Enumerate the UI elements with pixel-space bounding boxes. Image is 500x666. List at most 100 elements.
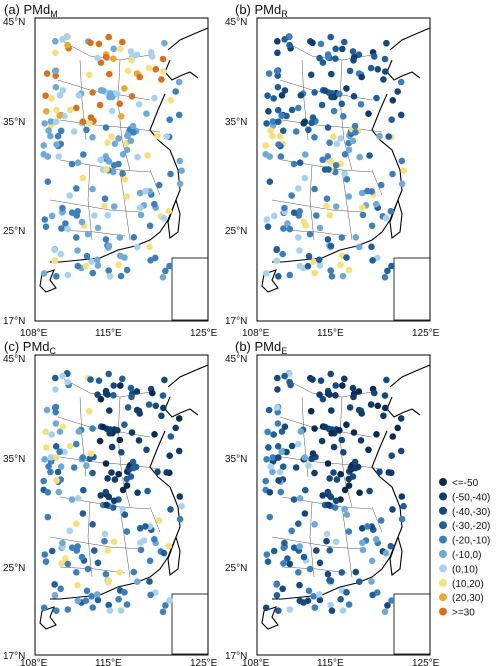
station-dot (365, 446, 372, 454)
station-dot (64, 378, 71, 386)
station-dot (42, 223, 50, 230)
station-dot (83, 587, 91, 595)
station-dot (385, 469, 393, 476)
station-dot (146, 578, 153, 585)
station-dot (388, 262, 395, 270)
station-dot (58, 225, 65, 232)
station-dot (315, 256, 323, 264)
station-dot (94, 54, 101, 62)
station-dot (316, 559, 324, 567)
station-dot (68, 544, 76, 551)
station-dot (89, 604, 97, 611)
station-dot (117, 45, 124, 53)
station-dot (343, 176, 351, 183)
station-dot (68, 209, 76, 216)
station-dot (94, 224, 102, 232)
station-dot (327, 158, 335, 165)
stations-c (40, 369, 185, 616)
station-dot (176, 157, 184, 165)
station-dot (73, 104, 80, 112)
legend-label: (-20,-10) (452, 536, 490, 547)
station-dot (155, 517, 163, 524)
stations-a (40, 33, 185, 281)
station-dot (309, 376, 316, 383)
station-dot (371, 389, 378, 397)
station-dot (279, 250, 287, 258)
station-dot (127, 384, 135, 392)
station-dot (326, 212, 334, 219)
station-dot (381, 274, 389, 281)
station-dot (367, 64, 375, 72)
station-dot (319, 492, 327, 499)
station-dot (323, 195, 331, 202)
station-dot (105, 601, 112, 609)
station-dot (43, 406, 51, 414)
station-dot (48, 431, 55, 438)
station-dot (59, 372, 66, 380)
station-dot (129, 122, 137, 130)
station-dot (79, 454, 87, 461)
station-dot (152, 402, 160, 410)
xtick-b-115: 115°E (317, 328, 344, 339)
station-dot (290, 160, 298, 168)
station-dot (94, 596, 102, 604)
panel-d: (b) PMdE 45°N 35°N 25°N 17°N 108°E 115°E… (225, 339, 440, 666)
station-dot (343, 421, 350, 429)
station-dot (368, 222, 376, 230)
station-dot (373, 431, 380, 438)
panel-c: (c) PMdC 45°N 35°N 25°N 17°N 108°E 115°E… (3, 339, 218, 666)
station-dot (345, 266, 353, 274)
panel-b-title: (b) PMdR (235, 2, 288, 19)
station-dot (371, 53, 378, 60)
station-dot (161, 376, 168, 384)
station-dot (102, 236, 110, 243)
station-dot (357, 101, 365, 108)
station-dot (302, 486, 309, 494)
y-ticks-d: 45°N 35°N 25°N 17°N (225, 354, 247, 662)
station-dot (45, 463, 52, 470)
station-dot (296, 247, 303, 254)
station-dot (270, 212, 278, 220)
station-dot (83, 252, 91, 260)
station-dot (51, 404, 59, 411)
station-dot (166, 262, 173, 270)
station-dot (275, 454, 282, 461)
station-dot (89, 185, 96, 193)
station-dot (304, 262, 312, 270)
station-dot (89, 134, 96, 141)
station-dot (328, 430, 335, 437)
station-dot (104, 475, 111, 482)
station-dot (352, 568, 360, 576)
station-dot (143, 446, 150, 454)
station-dot (305, 126, 312, 134)
station-dot (106, 607, 114, 614)
station-dot (105, 242, 113, 250)
station-dot (102, 488, 110, 496)
station-dot (351, 122, 359, 130)
station-dot (128, 93, 136, 100)
station-dot (275, 118, 282, 125)
station-dot (59, 36, 66, 43)
station-dot (286, 560, 294, 568)
station-dot (296, 262, 304, 270)
station-dot (343, 511, 351, 518)
xtick-d-108: 108°E (242, 658, 270, 666)
station-dot (102, 153, 110, 160)
station-dot (317, 377, 325, 385)
station-dot (264, 92, 271, 99)
station-dot (328, 607, 336, 614)
station-dot (367, 401, 375, 408)
panel-a-title: (a) PMdM (4, 2, 58, 19)
station-dot (103, 501, 110, 509)
station-dot (51, 246, 58, 254)
legend-swatch (439, 521, 447, 530)
station-dot (338, 234, 346, 241)
station-dot (307, 71, 315, 79)
station-dot (54, 468, 62, 476)
station-dot (83, 462, 90, 470)
station-dot (160, 214, 168, 222)
station-dot (115, 135, 122, 142)
station-dot (59, 423, 67, 431)
station-dot (99, 423, 107, 431)
station-dot (273, 592, 281, 599)
